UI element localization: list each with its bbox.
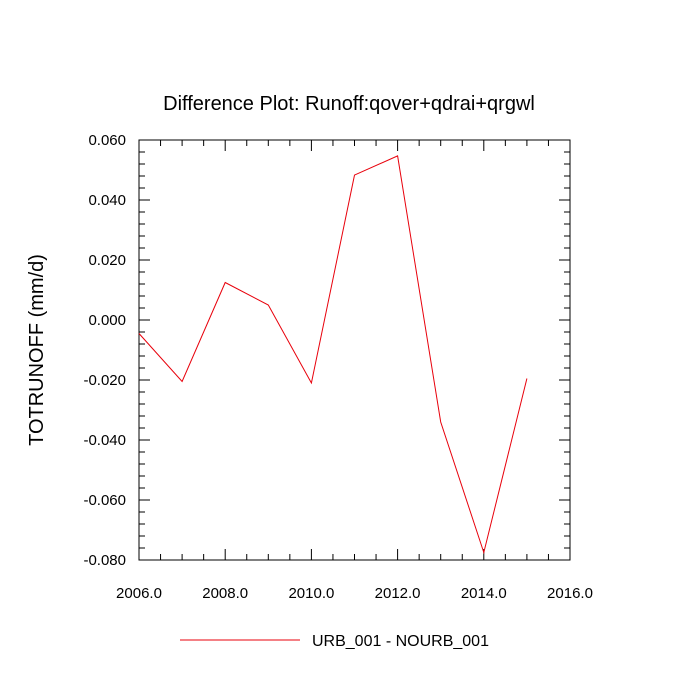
y-tick-label: -0.040 xyxy=(83,432,126,449)
y-tick-label: 0.020 xyxy=(88,252,126,269)
y-tick-label: 0.060 xyxy=(88,132,126,149)
y-tick-label: -0.060 xyxy=(83,492,126,509)
x-tick-label: 2012.0 xyxy=(375,585,421,602)
legend-label: URB_001 - NOURB_001 xyxy=(312,633,489,650)
chart-title: Difference Plot: Runoff:qover+qdrai+qrgw… xyxy=(163,93,535,115)
y-tick-label: -0.080 xyxy=(83,552,126,569)
y-tick-label: 0.040 xyxy=(88,192,126,209)
x-tick-label: 2008.0 xyxy=(202,585,248,602)
legend: URB_001 - NOURB_001 xyxy=(180,633,489,650)
x-tick-label: 2016.0 xyxy=(547,585,593,602)
x-tick-label: 2006.0 xyxy=(116,585,162,602)
series-group xyxy=(138,155,528,555)
x-tick-label: 2014.0 xyxy=(461,585,507,602)
y-axis-label: TOTRUNOFF (mm/d) xyxy=(26,254,48,446)
y-tick-label: -0.020 xyxy=(83,372,126,389)
y-tick-label: 0.000 xyxy=(88,312,126,329)
plot-axes xyxy=(138,139,571,561)
series-line xyxy=(138,155,528,555)
plot-frame xyxy=(138,139,571,561)
axis-ticks: 2006.0 2008.0 2010.0 2012.0 2014.0 2016.0 0.06… xyxy=(83,132,592,602)
x-tick-label: 2010.0 xyxy=(288,585,334,602)
